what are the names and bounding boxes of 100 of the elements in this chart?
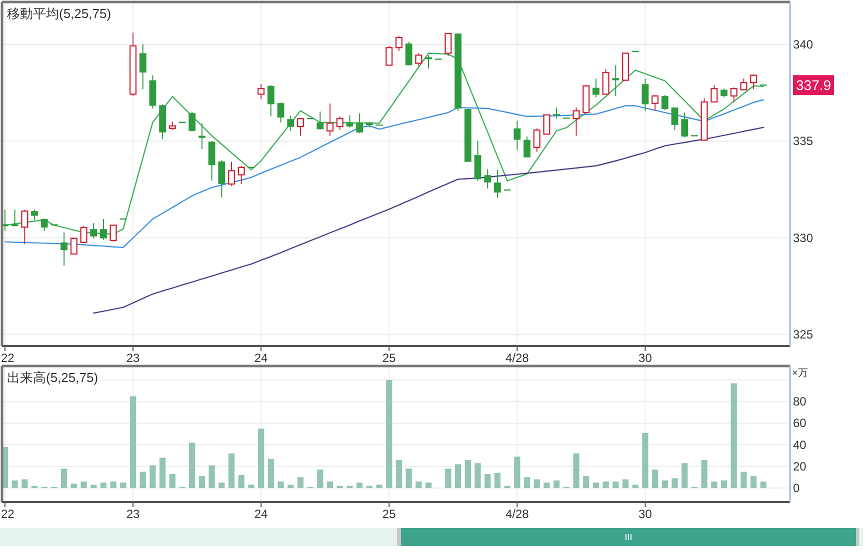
bar xyxy=(544,482,550,488)
bar xyxy=(642,432,648,488)
bar xyxy=(70,484,77,488)
bar xyxy=(120,482,126,488)
bar xyxy=(632,484,638,488)
candlestick xyxy=(277,102,284,123)
x-tick-label: 4/28 xyxy=(505,351,530,365)
candlestick xyxy=(60,232,68,266)
bar xyxy=(258,428,264,488)
candlestick xyxy=(740,78,748,90)
bar xyxy=(130,396,136,488)
candlestick xyxy=(100,218,107,240)
bar xyxy=(317,470,324,488)
bar xyxy=(711,481,718,488)
bar xyxy=(396,460,402,488)
candlestick xyxy=(750,74,758,90)
bar xyxy=(140,472,146,488)
bar xyxy=(208,465,215,488)
candlestick xyxy=(346,114,354,128)
candlestick xyxy=(296,117,304,136)
candlestick xyxy=(652,94,659,112)
candlestick xyxy=(208,140,216,182)
candlestick xyxy=(612,64,620,96)
y-tick-label: 20 xyxy=(793,459,807,474)
bar xyxy=(750,476,757,488)
bar xyxy=(268,458,274,488)
x-tick-label: 30 xyxy=(638,351,652,365)
bar xyxy=(169,474,176,488)
chart-title: 出来高(5,25,75) xyxy=(7,370,98,385)
bar xyxy=(514,456,520,488)
candlestick xyxy=(287,115,294,132)
bar xyxy=(218,482,225,488)
bar xyxy=(474,463,481,488)
candlestick xyxy=(533,128,540,152)
candlestick xyxy=(592,78,600,98)
bar xyxy=(622,479,629,488)
x-tick-label: 24 xyxy=(254,351,268,365)
candlestick xyxy=(602,68,610,95)
bar xyxy=(612,481,619,488)
bar xyxy=(554,480,560,488)
x-tick-label: 22 xyxy=(1,351,15,365)
candlestick xyxy=(494,169,501,198)
x-tick-label: 25 xyxy=(382,507,396,521)
candlestick xyxy=(316,111,324,130)
bar xyxy=(730,383,737,488)
bar xyxy=(573,453,580,488)
bar xyxy=(110,481,116,488)
candlestick xyxy=(258,84,265,100)
bar xyxy=(494,472,501,488)
candlestick xyxy=(661,94,668,111)
bar xyxy=(425,482,432,488)
bar xyxy=(701,460,708,488)
bar xyxy=(80,481,87,488)
bar xyxy=(484,474,491,488)
candlestick xyxy=(326,102,334,136)
bar xyxy=(740,472,747,488)
bar xyxy=(61,468,68,488)
candlestick xyxy=(514,120,521,150)
bar xyxy=(12,480,18,488)
y-tick-label: 40 xyxy=(793,438,807,452)
candlestick xyxy=(80,225,88,244)
y-axis-title: ×万 xyxy=(792,368,808,379)
y-tick-label: 335 xyxy=(793,134,814,148)
bar xyxy=(297,477,304,488)
candlestick xyxy=(139,44,146,90)
x-tick-label: 25 xyxy=(382,351,396,365)
line-series xyxy=(93,126,764,314)
bar xyxy=(720,480,728,488)
bar xyxy=(662,480,668,488)
candlestick xyxy=(218,160,226,198)
bar xyxy=(672,478,678,488)
candlestick xyxy=(70,237,78,255)
candlestick xyxy=(40,218,48,232)
y-tick-label: 340 xyxy=(793,38,814,52)
candlestick xyxy=(336,116,344,130)
x-tick-label: 23 xyxy=(126,507,140,521)
bar xyxy=(406,468,412,488)
x-tick-label: 4/28 xyxy=(505,507,530,521)
x-tick-label: 23 xyxy=(126,351,140,365)
y-tick-label: 60 xyxy=(793,416,807,430)
candlestick xyxy=(386,45,393,66)
candlestick xyxy=(188,111,196,132)
candlestick xyxy=(671,107,678,131)
candlestick xyxy=(415,52,422,66)
bar xyxy=(198,476,206,488)
candlestick xyxy=(110,224,117,242)
bar xyxy=(416,481,422,488)
bar xyxy=(602,481,609,488)
bar xyxy=(464,460,471,488)
candlestick xyxy=(553,107,560,120)
candlestick xyxy=(484,168,492,189)
bar xyxy=(760,481,766,488)
bar xyxy=(90,484,97,488)
bar xyxy=(326,481,334,488)
bar xyxy=(455,464,462,488)
chart-title: 移動平均(5,25,75) xyxy=(7,6,112,21)
candlestick xyxy=(21,209,28,245)
candlestick xyxy=(31,209,38,220)
bar xyxy=(22,479,28,488)
bar xyxy=(150,465,156,488)
